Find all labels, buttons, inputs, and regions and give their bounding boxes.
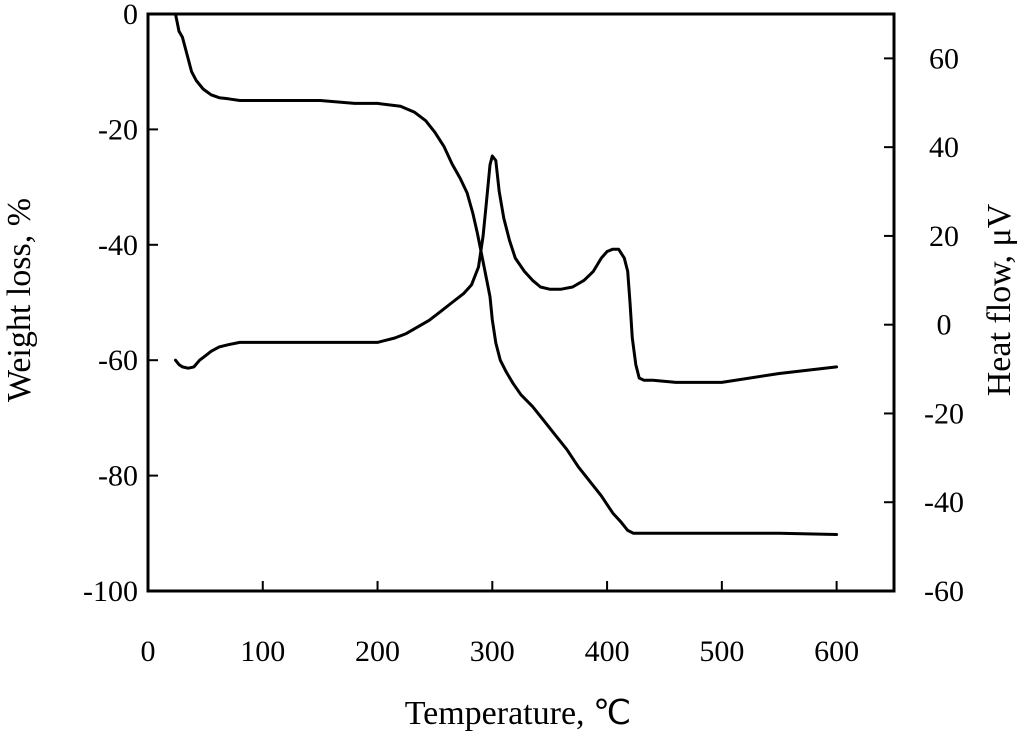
x-tick-label: 200 [355, 635, 400, 668]
y-right-tick-label: 20 [929, 220, 959, 253]
x-axis-title: Temperature, ℃ [405, 695, 631, 732]
y-right-tick-label: 0 [937, 309, 952, 342]
y-right-tick-label: -20 [924, 397, 964, 430]
ticks-layer: 0 100 200 300 400 500 6000-20-40-60-80-1006040… [83, 0, 964, 668]
x-tick-label: 500 [699, 635, 744, 668]
y-left-tick-label: -100 [83, 575, 138, 608]
y-axis-left-title: Weight loss, % [1, 198, 38, 402]
heat-flow-curve [174, 154, 839, 384]
x-tick-label: 300 [470, 635, 515, 668]
x-tick-label: 600 [814, 635, 859, 668]
x-tick-label: 100 [240, 635, 285, 668]
x-tick-label: 400 [585, 635, 630, 668]
y-left-tick-label: -40 [98, 229, 138, 262]
y-right-tick-label: -60 [924, 575, 964, 608]
y-left-tick-label: -80 [98, 460, 138, 493]
plot-frame [146, 12, 896, 593]
y-right-tick-label: 40 [929, 131, 959, 164]
y-left-tick-label: -60 [98, 344, 138, 377]
weight-loss-curve [174, 12, 839, 536]
y-axis-right-title: Heat flow, μV [981, 203, 1018, 396]
x-tick-label: 0 [141, 635, 156, 668]
curves-layer [174, 12, 839, 536]
y-left-tick-label: 0 [123, 0, 138, 31]
y-left-tick-label: -20 [98, 113, 138, 146]
y-right-tick-label: -40 [924, 486, 964, 519]
y-right-tick-label: 60 [929, 42, 959, 75]
